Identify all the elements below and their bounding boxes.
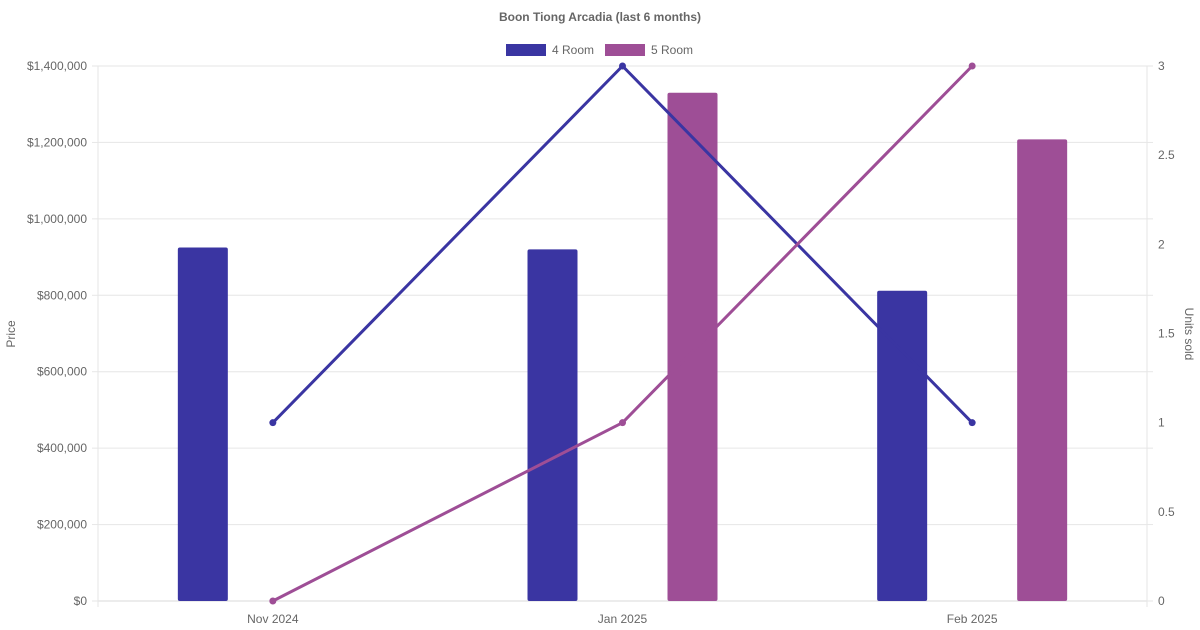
- bar-5-room: [1017, 139, 1068, 601]
- point-5-room: [619, 419, 626, 427]
- right-axis-title: Units sold: [1182, 308, 1196, 361]
- left-tick-label: $1,200,000: [27, 135, 87, 149]
- legend-label-4-room: 4 Room: [552, 43, 594, 57]
- line-4-room: [271, 64, 974, 424]
- bars: [177, 92, 1068, 601]
- line-5-room: [272, 64, 974, 603]
- left-tick-label: $200,000: [37, 518, 87, 532]
- left-axis-title: Price: [4, 320, 18, 348]
- point-4-room: [968, 419, 976, 427]
- right-tick-label: 1.5: [1158, 327, 1175, 341]
- left-tick-label: $0: [74, 594, 88, 608]
- legend-swatch-5-room: [605, 44, 645, 56]
- left-tick-label: $1,000,000: [27, 212, 87, 226]
- left-tick-label: $400,000: [37, 441, 87, 455]
- right-axis-ticks: 0 0.5 1 1.5 2 2.5 3: [1158, 59, 1175, 608]
- point-5-room: [269, 597, 277, 605]
- chart-title: Boon Tiong Arcadia (last 6 months): [499, 10, 701, 24]
- right-tick-label: 0.5: [1158, 505, 1175, 519]
- gridlines: [92, 65, 1153, 607]
- point-4-room: [269, 419, 277, 427]
- right-tick-label: 2: [1158, 237, 1165, 251]
- x-tick-label: Jan 2025: [598, 612, 648, 626]
- legend-swatch-4-room: [506, 44, 546, 56]
- left-tick-label: $1,400,000: [27, 59, 87, 73]
- left-tick-label: $800,000: [37, 288, 87, 302]
- left-axis-ticks: $0 $200,000 $400,000 $600,000 $800,000 $1,000…: [27, 59, 87, 608]
- legend-label-5-room: 5 Room: [651, 43, 693, 57]
- right-tick-label: 1: [1158, 416, 1165, 430]
- right-tick-label: 2.5: [1158, 148, 1175, 162]
- bar-5-room: [667, 92, 718, 601]
- right-tick-label: 3: [1158, 59, 1165, 73]
- left-tick-label: $600,000: [37, 365, 87, 379]
- lines: [269, 62, 976, 605]
- right-tick-label: 0: [1158, 594, 1165, 608]
- point-4-room: [619, 62, 626, 70]
- x-axis-ticks: Nov 2024 Jan 2025 Feb 2025: [247, 612, 998, 626]
- bar-4-room: [177, 247, 228, 601]
- x-tick-label: Feb 2025: [947, 612, 998, 626]
- point-5-room: [968, 62, 976, 70]
- legend: 4 Room 5 Room: [506, 43, 693, 57]
- bar-4-room: [527, 249, 578, 601]
- bar-4-room: [877, 290, 928, 601]
- x-tick-label: Nov 2024: [247, 612, 299, 626]
